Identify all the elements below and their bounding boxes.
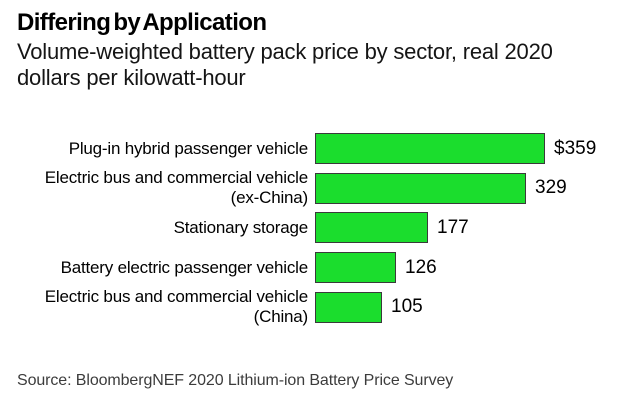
bar-chart: Plug-in hybrid passenger vehicle $359 Elec…	[0, 133, 624, 331]
chart-row: Electric bus and commercial vehicle (Chin…	[0, 287, 624, 326]
value-label: $359	[554, 137, 597, 159]
category-label: Stationary storage	[173, 217, 309, 237]
chart-row: Plug-in hybrid passenger vehicle $359	[0, 133, 624, 164]
chart-subtitle-line-1: Volume-weighted battery pack price by se…	[17, 39, 553, 64]
bar-track: 126	[315, 252, 437, 284]
chart-title: Differing by Application	[17, 9, 267, 36]
chart-row: Stationary storage 177	[0, 212, 624, 244]
chart-subtitle-line-2: dollars per kilowatt-hour	[17, 65, 246, 90]
bar	[315, 291, 382, 323]
bar	[315, 212, 428, 244]
chart-row: Battery electric passenger vehicle 126	[0, 252, 624, 284]
value-label: 126	[405, 256, 437, 278]
category-label: Plug-in hybrid passenger vehicle	[68, 138, 308, 158]
category-label: Battery electric passenger vehicle	[60, 257, 309, 277]
chart-row: Electric bus and commercial vehicle (ex-C…	[0, 168, 624, 207]
category-label: Electric bus and commercial vehicle (ex-C…	[44, 168, 308, 208]
value-label: 177	[437, 216, 469, 238]
bar	[315, 172, 526, 204]
category-label: Electric bus and commercial vehicle (Chin…	[44, 287, 308, 327]
source-note: Source: BloombergNEF 2020 Lithium-ion Ba…	[17, 372, 454, 389]
bar	[315, 133, 545, 164]
chart-rows: Plug-in hybrid passenger vehicle $359 Elec…	[0, 133, 624, 326]
bar-track: 329	[315, 172, 567, 204]
value-label: 105	[391, 296, 423, 318]
bar-track: $359	[315, 133, 596, 164]
bar	[315, 252, 396, 284]
chart-subtitle: Volume-weighted battery pack price by se…	[17, 39, 553, 91]
bar-track: 177	[315, 212, 469, 244]
bar-track: 105	[315, 291, 423, 323]
value-label: 329	[535, 177, 567, 199]
